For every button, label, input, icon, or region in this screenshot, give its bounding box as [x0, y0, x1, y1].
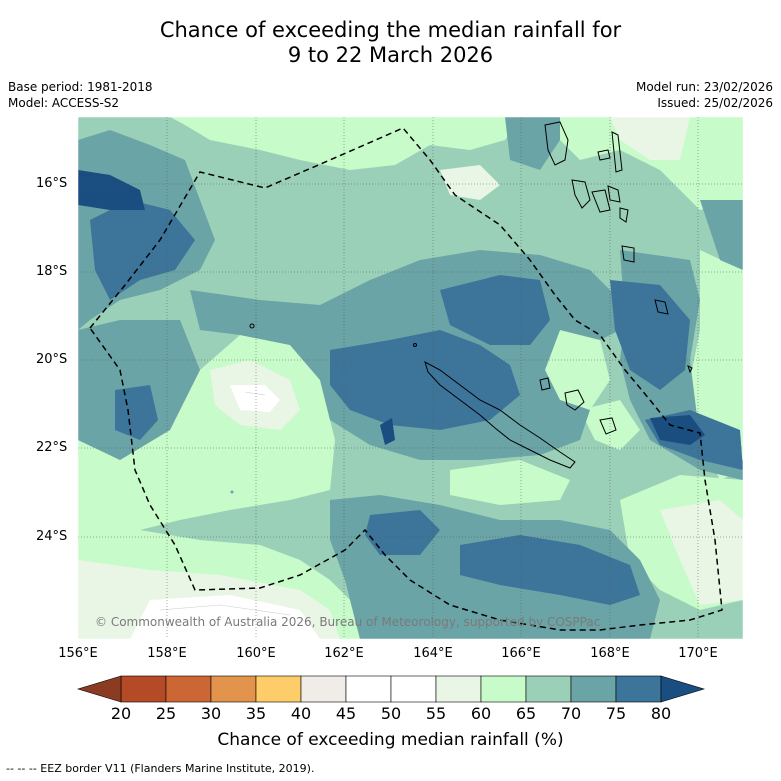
- colorbar-bin-65-70: [525, 675, 572, 703]
- vanuatu-island-5: [591, 189, 611, 213]
- field-75-80-east: [610, 280, 690, 390]
- base-period: Base period: 1981-2018: [8, 80, 153, 94]
- meta-left: Base period: 1981-2018 Model: ACCESS-S2: [8, 79, 153, 111]
- map-frame: [77, 116, 744, 640]
- colorbar-bin-30-35: [210, 675, 257, 703]
- loyalty-island-3: [539, 377, 551, 391]
- field-60-65-north: [170, 117, 520, 170]
- vanuatu-island-6: [607, 185, 621, 203]
- islet: [249, 323, 255, 329]
- lon-label-166e: 166°E: [501, 646, 541, 661]
- loyalty-island-2: [599, 417, 617, 435]
- colorbar-bin-55-60: [435, 675, 482, 703]
- copyright-text: © Commonwealth of Australia 2026, Bureau…: [95, 615, 600, 629]
- lat-label-20s: 20°S: [36, 352, 68, 367]
- map-title: Chance of exceeding the median rainfall …: [0, 18, 781, 68]
- colorbar-bin-75-80: [615, 675, 662, 703]
- lon-label-162e: 162°E: [324, 646, 364, 661]
- field-55-60-north: [440, 165, 500, 200]
- new-caledonia-island: [424, 360, 576, 469]
- model-name: Model: ACCESS-S2: [8, 96, 120, 110]
- vanuatu-island-7: [619, 207, 629, 223]
- field-70-75-ne: [505, 117, 560, 170]
- colorbar-over-arrow: [660, 675, 706, 703]
- colorbar-bin-45-50: [345, 675, 392, 703]
- lon-label-158e: 158°E: [147, 646, 187, 661]
- colorbar-tick-65: 65: [515, 704, 537, 723]
- field-55-60-se: [660, 500, 743, 605]
- vanuatu-island-9: [654, 299, 669, 315]
- field-60-65-islands: [580, 400, 640, 450]
- islet-2: [413, 343, 417, 347]
- colorbar-bin-50-55: [390, 675, 437, 703]
- map-fill: © Commonwealth of Australia 2026, Bureau…: [78, 117, 743, 639]
- field-over-80-east: [650, 415, 705, 445]
- faint-contour: [159, 604, 291, 616]
- colorbar-tick-75: 75: [605, 704, 627, 723]
- field-60-65-south: [450, 460, 570, 505]
- field-50-55-west: [230, 385, 280, 412]
- lat-label-24s: 24°S: [36, 529, 68, 544]
- field-70-75-far-east: [700, 200, 743, 270]
- eez-legend: -- -- -- EEZ border V11 (Flanders Marine…: [6, 762, 315, 775]
- colorbar-label: Chance of exceeding median rainfall (%): [217, 730, 564, 750]
- lon-label-156e: 156°E: [58, 646, 98, 661]
- colorbar-bin-20-25: [120, 675, 167, 703]
- colorbar-tick-60: 60: [470, 704, 492, 723]
- field-75-80-ne-central: [440, 275, 550, 345]
- colorbar-bin-35-40: [255, 675, 302, 703]
- vanuatu-island-8: [621, 245, 635, 263]
- colorbar: [76, 675, 706, 703]
- field-50-55-southwest: [130, 595, 320, 639]
- graticule: [78, 117, 743, 639]
- field-over-80-central: [380, 418, 395, 445]
- field-55-60-ne: [610, 117, 690, 160]
- field-60-65-center: [545, 330, 610, 410]
- colorbar-tick-45: 45: [335, 704, 357, 723]
- vanuatu-island-4: [571, 179, 591, 209]
- issued-date: Issued: 25/02/2026: [657, 96, 773, 110]
- lat-label-18s: 18°S: [36, 264, 68, 279]
- colorbar-tick-80: 80: [650, 704, 672, 723]
- field-75-80-central: [330, 330, 520, 430]
- lat-label-22s: 22°S: [36, 440, 68, 455]
- colorbar-tick-55: 55: [425, 704, 447, 723]
- meta-right: Model run: 23/02/2026 Issued: 25/02/2026: [636, 79, 773, 111]
- field-over-80-northwest: [78, 170, 145, 210]
- colorbar-tick-35: 35: [245, 704, 267, 723]
- vanuatu-island-3: [611, 131, 623, 173]
- vanuatu-island-10: [687, 365, 693, 374]
- lon-label-160e: 160°E: [236, 646, 276, 661]
- field-75-80-south: [365, 510, 440, 555]
- vanuatu-island-1: [544, 121, 569, 166]
- colorbar-tick-25: 25: [155, 704, 177, 723]
- field-75-80-southeast: [460, 535, 640, 605]
- colorbar-bin-60-65: [480, 675, 527, 703]
- vanuatu-island-2: [597, 149, 611, 161]
- faint-contour-2: [244, 391, 266, 396]
- colorbar-under-arrow: [76, 675, 122, 703]
- lon-label-168e: 168°E: [590, 646, 630, 661]
- lat-label-16s: 16°S: [36, 176, 68, 191]
- colorbar-tick-50: 50: [380, 704, 402, 723]
- lon-label-170e: 170°E: [678, 646, 718, 661]
- field-60-65-northeast: [560, 117, 743, 210]
- loyalty-island-1: [564, 389, 585, 411]
- colorbar-bin-25-30: [165, 675, 212, 703]
- colorbar-bin-70-75: [570, 675, 617, 703]
- colorbar-tick-70: 70: [560, 704, 582, 723]
- title-line-2: 9 to 22 March 2026: [287, 43, 494, 67]
- colorbar-tick-40: 40: [290, 704, 312, 723]
- field-75-80-northwest: [90, 200, 195, 300]
- islet-3: [230, 490, 234, 494]
- colorbar-bin-40-45: [300, 675, 347, 703]
- title-line-1: Chance of exceeding the median rainfall …: [159, 18, 622, 42]
- model-run: Model run: 23/02/2026: [635, 80, 773, 94]
- colorbar-tick-20: 20: [110, 704, 132, 723]
- colorbar-tick-30: 30: [200, 704, 222, 723]
- field-75-80-west: [115, 385, 158, 440]
- lon-label-164e: 164°E: [413, 646, 453, 661]
